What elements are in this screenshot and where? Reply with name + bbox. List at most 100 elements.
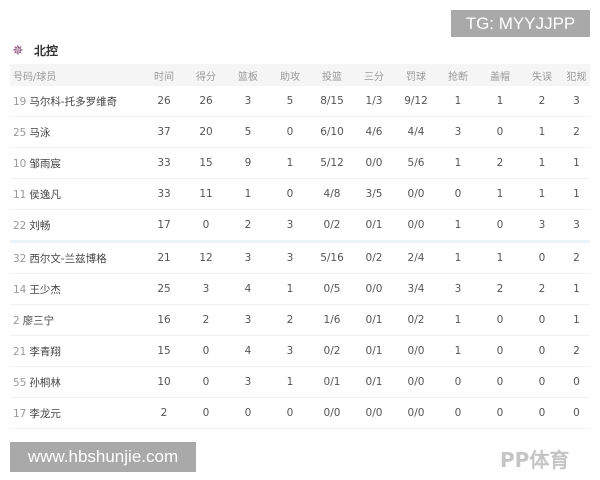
stat-cell: 0 [202, 219, 210, 231]
stat-cell: 3 [573, 95, 580, 107]
stat-cell: 9/12 [404, 95, 428, 107]
table-header: 号码/球员 时间 得分 篮板 助攻 投篮 三分 罚球 抢断 盖帽 失误 犯规 [10, 64, 590, 86]
player-name[interactable]: 西尔文-兰兹博格 [29, 252, 107, 265]
column-header[interactable]: 盖帽 [490, 71, 510, 83]
stat-cell: 2 [244, 219, 252, 231]
stat-cell: 1 [454, 95, 462, 107]
stat-cell: 3/4 [407, 283, 425, 295]
watermark-url: www.hbshunjie.com [10, 442, 196, 472]
player-cell: 14 王少杰 [10, 282, 143, 297]
table-row[interactable]: 22 刘畅 17 0 2 3 0/2 0/1 0/0 1 0 3 3 [10, 210, 590, 243]
stat-cell: 0 [202, 376, 210, 388]
team-name: 北控 [34, 44, 59, 58]
table-row[interactable]: 19 马尔科-托多罗维奇 26 26 3 5 8/15 1/3 9/12 1 1 2 3 [10, 86, 590, 117]
stat-cell: 3 [244, 252, 252, 264]
player-name[interactable]: 廖三宁 [22, 314, 55, 327]
stat-cell: 4 [244, 283, 252, 295]
stat-cell: 5/6 [407, 157, 425, 169]
stat-cell: 1 [454, 252, 462, 264]
player-name[interactable]: 王少杰 [29, 283, 61, 296]
stat-cell: 0/1 [365, 314, 383, 326]
player-cell: 17 李龙元 [10, 406, 143, 421]
stat-cell: 5/16 [320, 252, 344, 264]
player-name[interactable]: 马泳 [29, 126, 51, 139]
stat-cell: 0/2 [407, 314, 425, 326]
stat-cell: 3/5 [365, 188, 383, 200]
table-row[interactable]: 17 李龙元 2 0 0 0 0/0 0/0 0/0 0 0 0 0 [10, 398, 590, 429]
stat-cell: 33 [157, 157, 171, 169]
table-row[interactable]: 11 侯逸凡 33 11 1 0 4/8 3/5 0/0 0 1 1 1 [10, 179, 590, 210]
player-cell: 32 西尔文-兰兹博格 [10, 251, 143, 266]
stat-cell: 2 [538, 95, 546, 107]
team-header: ✵ 北控 [12, 42, 58, 59]
player-name[interactable]: 侯逸凡 [29, 188, 61, 201]
stat-cell: 1 [496, 188, 504, 200]
stat-cell: 0 [538, 252, 546, 264]
table-row[interactable]: 10 邹雨宸 33 15 9 1 5/12 0/0 5/6 1 2 1 1 [10, 148, 590, 179]
table-row[interactable]: 32 西尔文-兰兹博格 21 12 3 3 5/16 0/2 2/4 1 1 0 2 [10, 243, 590, 274]
column-header[interactable]: 得分 [196, 71, 216, 83]
column-header[interactable]: 助攻 [280, 71, 300, 83]
stat-cell: 2 [538, 283, 546, 295]
stat-cell: 4/6 [365, 126, 383, 138]
jersey-number: 17 [13, 407, 27, 420]
stat-cell: 26 [157, 95, 171, 107]
stat-cell: 0 [496, 376, 504, 388]
player-name[interactable]: 邹雨宸 [29, 157, 61, 170]
player-cell: 2 廖三宁 [10, 313, 143, 328]
column-header[interactable]: 失误 [532, 71, 552, 83]
stat-cell: 0 [454, 188, 462, 200]
stat-cell: 0/0 [407, 407, 425, 419]
stat-cell: 3 [244, 314, 252, 326]
stat-cell: 1 [538, 188, 546, 200]
column-header[interactable]: 抢断 [448, 71, 468, 83]
player-name[interactable]: 刘畅 [29, 219, 51, 232]
column-header[interactable]: 篮板 [238, 71, 258, 83]
jersey-number: 19 [13, 95, 27, 108]
stat-cell: 3 [454, 126, 462, 138]
stat-cell: 37 [157, 126, 171, 138]
jersey-number: 32 [13, 252, 27, 265]
column-header[interactable]: 号码/球员 [13, 71, 57, 83]
table-row[interactable]: 14 王少杰 25 3 4 1 0/5 0/0 3/4 3 2 2 1 [10, 274, 590, 305]
stat-cell: 1 [538, 157, 546, 169]
player-name[interactable]: 马尔科-托多罗维奇 [29, 95, 118, 108]
stat-cell: 0/0 [365, 283, 383, 295]
stat-cell: 9 [244, 157, 252, 169]
stat-cell: 0 [538, 407, 546, 419]
stat-cell: 2 [496, 283, 504, 295]
stat-cell: 1 [496, 252, 504, 264]
stat-cell: 21 [157, 252, 171, 264]
stat-cell: 1 [573, 283, 580, 295]
stat-cell: 2 [160, 407, 168, 419]
stat-cell: 0 [202, 407, 210, 419]
stat-cell: 2 [202, 314, 210, 326]
stat-cell: 0 [286, 188, 294, 200]
player-name[interactable]: 李青翔 [29, 345, 61, 358]
table-row[interactable]: 2 廖三宁 16 2 3 2 1/6 0/1 0/2 1 0 0 1 [10, 305, 590, 336]
column-header[interactable]: 投篮 [322, 71, 342, 83]
player-cell: 21 李青翔 [10, 344, 143, 359]
player-name[interactable]: 孙桐林 [29, 376, 61, 389]
stat-cell: 1 [573, 188, 580, 200]
jersey-number: 22 [13, 219, 27, 232]
stat-cell: 0 [538, 345, 546, 357]
stat-cell: 20 [199, 126, 213, 138]
player-cell: 22 刘畅 [10, 218, 143, 233]
player-name[interactable]: 李龙元 [29, 407, 61, 420]
jersey-number: 2 [13, 314, 20, 327]
table-row[interactable]: 55 孙桐林 10 0 3 1 0/1 0/1 0/0 0 0 0 0 [10, 367, 590, 398]
stat-cell: 0 [454, 376, 462, 388]
column-header[interactable]: 三分 [364, 71, 384, 83]
stat-cell: 0 [538, 376, 546, 388]
stat-cell: 3 [286, 252, 294, 264]
table-row[interactable]: 25 马泳 37 20 5 0 6/10 4/6 4/4 3 0 1 2 [10, 117, 590, 148]
table-row[interactable]: 21 李青翔 15 0 4 3 0/2 0/1 0/0 1 0 0 2 [10, 336, 590, 367]
stat-cell: 0 [496, 126, 504, 138]
column-header[interactable]: 犯规 [566, 71, 587, 83]
player-cell: 19 马尔科-托多罗维奇 [10, 94, 143, 109]
stat-cell: 4/4 [407, 126, 425, 138]
column-header[interactable]: 时间 [154, 71, 174, 83]
jersey-number: 55 [13, 376, 27, 389]
column-header[interactable]: 罚球 [406, 71, 426, 83]
